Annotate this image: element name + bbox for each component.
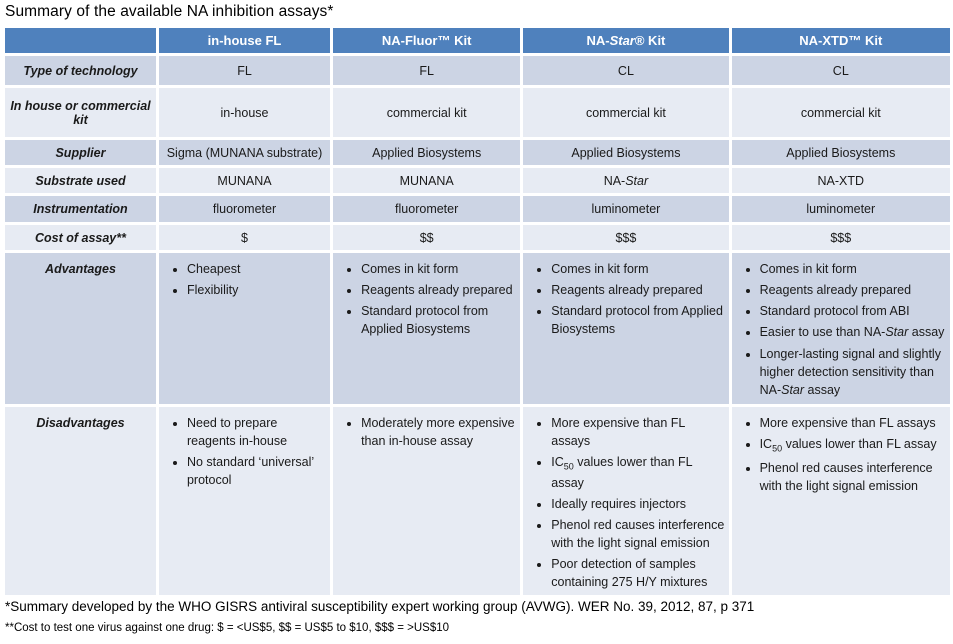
table-cell: fluorometer: [158, 196, 331, 222]
table-cell: Comes in kit formReagents already prepar…: [333, 253, 521, 404]
bullet-list: Comes in kit formReagents already prepar…: [527, 260, 724, 339]
page-title: Summary of the available NA inhibition a…: [5, 3, 334, 20]
table-cell: Comes in kit formReagents already prepar…: [523, 253, 729, 404]
table-cell: Applied Biosystems: [333, 140, 521, 165]
row-label-substrate-used: Substrate used: [5, 168, 156, 193]
table-row-instrumentation: Instrumentation fluorometer fluorometer …: [5, 196, 950, 222]
table-header-row: in-house FL NA-Fluor™ Kit NA-Star® Kit N…: [5, 28, 950, 53]
col-header-inhouse-fl: in-house FL: [158, 28, 331, 53]
table-cell: commercial kit: [523, 88, 729, 137]
table-cell: FL: [158, 56, 331, 85]
table-row-advantages: Advantages CheapestFlexibility Comes in …: [5, 253, 950, 404]
table-row-supplier: Supplier Sigma (MUNANA substrate) Applie…: [5, 140, 950, 165]
footnote-summary: *Summary developed by the WHO GISRS anti…: [5, 599, 755, 614]
table-cell: Comes in kit formReagents already prepar…: [731, 253, 950, 404]
row-label-cost-of-assay: Cost of assay**: [5, 225, 156, 250]
footnote-cost: **Cost to test one virus against one dru…: [5, 622, 450, 634]
bullet-list: CheapestFlexibility: [163, 260, 326, 299]
table-cell: NA-XTD: [731, 168, 950, 193]
col-header-na-xtd-kit: NA-XTD™ Kit: [731, 28, 950, 53]
table-cell: luminometer: [731, 196, 950, 222]
table-cell: Applied Biosystems: [731, 140, 950, 165]
table-row-in-house-or-commercial: In house or commercial kit in-house comm…: [5, 88, 950, 137]
table-cell: MUNANA: [333, 168, 521, 193]
table-cell: MUNANA: [158, 168, 331, 193]
row-label-advantages: Advantages: [5, 253, 156, 404]
table-cell: commercial kit: [333, 88, 521, 137]
bullet-list: More expensive than FL assaysIC50 values…: [736, 414, 946, 495]
bullet-list: More expensive than FL assaysIC50 values…: [527, 414, 724, 592]
table-cell: in-house: [158, 88, 331, 137]
row-label-supplier: Supplier: [5, 140, 156, 165]
col-header-na-fluor-kit: NA-Fluor™ Kit: [333, 28, 521, 53]
table-cell: NA-Star: [523, 168, 729, 193]
table-cell: commercial kit: [731, 88, 950, 137]
table-cell: $$$: [731, 225, 950, 250]
table-cell: More expensive than FL assaysIC50 values…: [523, 407, 729, 595]
row-label-disadvantages: Disadvantages: [5, 407, 156, 595]
table-cell: Applied Biosystems: [523, 140, 729, 165]
table-cell: luminometer: [523, 196, 729, 222]
table-row-substrate-used: Substrate used MUNANA MUNANA NA-Star NA-…: [5, 168, 950, 193]
table-cell: Need to prepare reagents in-houseNo stan…: [158, 407, 331, 595]
row-label-in-house-or-commercial: In house or commercial kit: [5, 88, 156, 137]
table-cell: CL: [523, 56, 729, 85]
table-cell: Sigma (MUNANA substrate): [158, 140, 331, 165]
table-cell: $$$: [523, 225, 729, 250]
table-row-cost-of-assay: Cost of assay** $ $$ $$$ $$$: [5, 225, 950, 250]
table-row-disadvantages: Disadvantages Need to prepare reagents i…: [5, 407, 950, 595]
table-cell: Moderately more expensive than in-house …: [333, 407, 521, 595]
table-row-type-of-technology: Type of technology FL FL CL CL: [5, 56, 950, 85]
row-label-type-of-technology: Type of technology: [5, 56, 156, 85]
table-cell: More expensive than FL assaysIC50 values…: [731, 407, 950, 595]
table-cell: CL: [731, 56, 950, 85]
assay-table: in-house FL NA-Fluor™ Kit NA-Star® Kit N…: [2, 25, 953, 598]
bullet-list: Comes in kit formReagents already prepar…: [337, 260, 516, 339]
row-label-instrumentation: Instrumentation: [5, 196, 156, 222]
bullet-list: Moderately more expensive than in-house …: [337, 414, 516, 450]
table-cell: fluorometer: [333, 196, 521, 222]
bullet-list: Comes in kit formReagents already prepar…: [736, 260, 946, 399]
table-cell: CheapestFlexibility: [158, 253, 331, 404]
table-cell: $$: [333, 225, 521, 250]
col-header-na-star-kit: NA-Star® Kit: [523, 28, 729, 53]
table-cell: $: [158, 225, 331, 250]
bullet-list: Need to prepare reagents in-houseNo stan…: [163, 414, 326, 490]
table-cell: FL: [333, 56, 521, 85]
corner-cell: [5, 28, 156, 53]
